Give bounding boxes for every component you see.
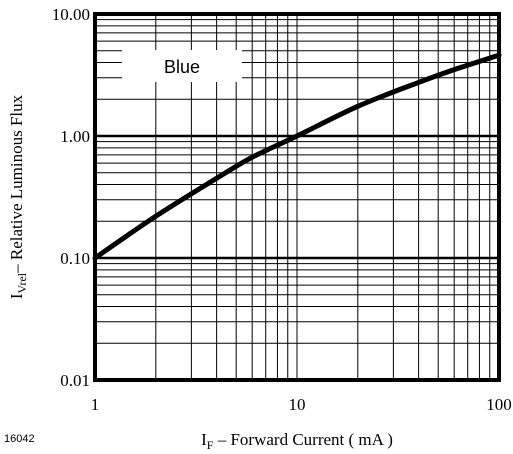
x-tick-label: 100 xyxy=(486,395,512,414)
series-curves xyxy=(92,52,502,261)
legend-box xyxy=(122,50,242,82)
x-tick-label: 1 xyxy=(91,395,100,414)
series-line-blue xyxy=(92,52,502,261)
x-axis-tick-labels: 1 10 100 xyxy=(91,395,512,414)
y-tick-label: 0.10 xyxy=(60,249,90,268)
legend: Blue xyxy=(122,50,242,82)
y-tick-label: 10.00 xyxy=(52,5,90,24)
y-tick-label: 0.01 xyxy=(60,371,90,390)
x-axis-label: IF – Forward Current ( mA ) xyxy=(201,430,393,452)
legend-label-blue: Blue xyxy=(164,57,200,77)
y-axis-label: IVrel– Relative Luminous Flux xyxy=(7,94,29,299)
x-tick-label: 10 xyxy=(289,395,306,414)
y-tick-label: 1.00 xyxy=(60,127,90,146)
figure-code: 16042 xyxy=(4,433,35,445)
y-axis-tick-labels: 0.01 0.10 1.00 10.00 xyxy=(52,5,90,390)
plot-frame xyxy=(93,12,501,382)
